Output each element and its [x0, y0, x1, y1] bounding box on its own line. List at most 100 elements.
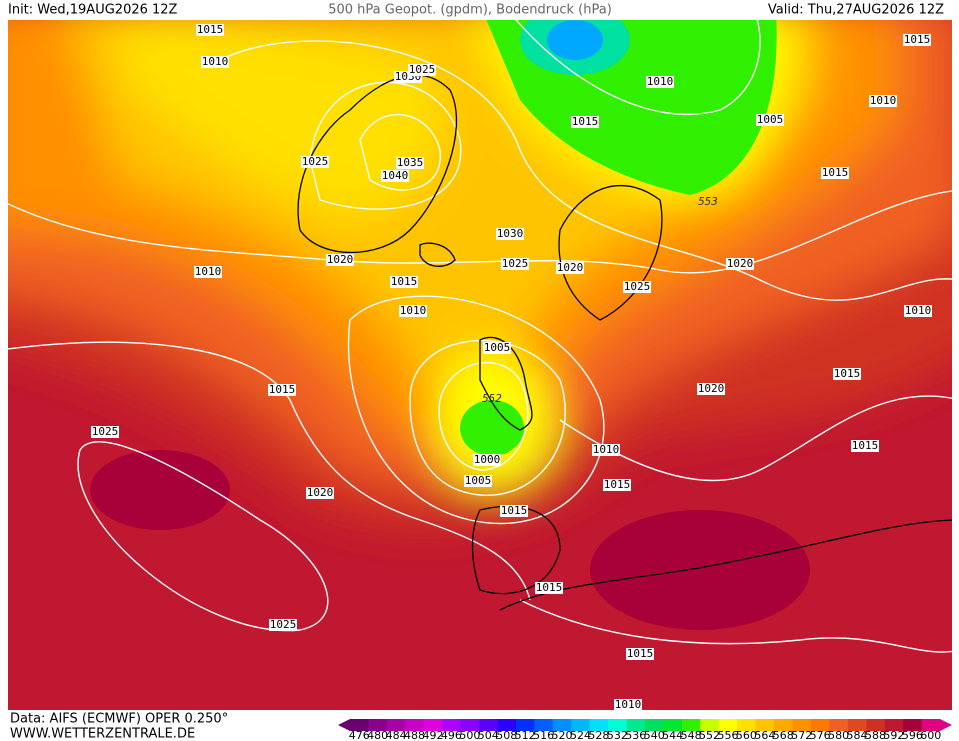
colorbar-label: 480 — [367, 729, 388, 741]
colorbar-label: 572 — [791, 729, 812, 741]
isobar — [359, 113, 441, 191]
label-box — [464, 475, 492, 487]
colorbar-label: 568 — [773, 729, 794, 741]
colorbar-cell — [737, 719, 757, 731]
label-box — [592, 444, 620, 456]
colorbar-label: 492 — [422, 729, 443, 741]
colorbar-cell — [589, 719, 609, 731]
isobar-label: 1015 — [852, 439, 879, 452]
label-box — [301, 156, 329, 168]
label-box — [396, 157, 424, 169]
isobar-label: 1015 — [834, 367, 861, 380]
label-box — [306, 487, 334, 499]
isobar-label: 1015 — [627, 647, 654, 660]
isobar-label: 1020 — [698, 382, 725, 395]
isobar-label: 1025 — [302, 155, 329, 168]
colorbar-label: 520 — [552, 729, 573, 741]
label-box — [697, 383, 725, 395]
isobar-label: 1015 — [572, 115, 599, 128]
isobar — [438, 361, 529, 471]
colorbar-cell — [350, 719, 369, 731]
isobar-label: 1010 — [647, 75, 674, 88]
isobar-label: 1025 — [92, 425, 119, 438]
label-box — [614, 699, 642, 710]
isobar-label: 1010 — [905, 304, 932, 317]
colorbar-label: 584 — [847, 729, 868, 741]
colorbar-label: 524 — [570, 729, 591, 741]
colorbar-cell — [866, 719, 886, 731]
colorbar-cell — [534, 719, 554, 731]
isobar-label: 1015 — [501, 504, 528, 517]
isobar-label: 553 — [698, 195, 718, 208]
label-box — [603, 479, 631, 491]
isobar-label: 1020 — [307, 486, 334, 499]
isobar-label: 1005 — [757, 113, 784, 126]
label-box — [390, 276, 418, 288]
colorbar-cell — [460, 719, 480, 731]
colorbar-label: 532 — [607, 729, 628, 741]
colorbar-cell — [405, 719, 425, 731]
colorbar-cell — [626, 719, 646, 731]
isobar — [409, 339, 566, 496]
colorbar-label: 504 — [478, 729, 499, 741]
scandinavia — [558, 184, 663, 321]
colorbar-cell — [847, 719, 867, 731]
label-box — [904, 305, 932, 317]
colorbar-label: 592 — [883, 729, 904, 741]
isobar-label: 1015 — [269, 383, 296, 396]
label-box — [571, 116, 599, 128]
label-box — [903, 34, 931, 46]
label-box — [821, 167, 849, 179]
colorbar-label: 552 — [699, 729, 720, 741]
isobar-label: 1035 — [397, 156, 424, 169]
colorbar-label: 556 — [717, 729, 738, 741]
colorbar-cell — [810, 719, 830, 731]
isobar — [8, 341, 531, 601]
colorbar-label: 560 — [736, 729, 757, 741]
label-box — [473, 454, 501, 466]
greenland — [297, 74, 458, 254]
isobar-label: 1005 — [484, 341, 511, 354]
isobar-label: 1015 — [536, 581, 563, 594]
label-box — [535, 582, 563, 594]
field-green — [460, 400, 524, 456]
isobar-label: 1010 — [870, 94, 897, 107]
colorbar-arrow — [338, 719, 350, 731]
colorbar-cell — [921, 719, 941, 731]
colorbar-label: 476 — [349, 729, 370, 741]
field-band — [120, 20, 443, 220]
coastlines — [297, 74, 952, 611]
colorbar-cell — [755, 719, 775, 731]
isobar-label: 1025 — [502, 257, 529, 270]
label-box — [726, 258, 754, 270]
label-box — [623, 281, 651, 293]
init-time: Init: Wed,19AUG2026 12Z — [8, 3, 178, 18]
label-box — [326, 254, 354, 266]
label-box — [556, 262, 584, 274]
colorbar-cell — [423, 719, 443, 731]
isobar-label: 1010 — [195, 265, 222, 278]
colorbar-cell — [700, 719, 720, 731]
isobar-label: 1010 — [400, 304, 427, 317]
label-box — [756, 114, 784, 126]
label-box — [626, 648, 654, 660]
colorbar-cell — [442, 719, 462, 731]
isobar-label: 1010 — [615, 698, 642, 711]
isobar-label: 1030 — [497, 227, 524, 240]
colorbar-cell — [608, 719, 628, 731]
label-box — [91, 426, 119, 438]
isobar-label: 1015 — [822, 166, 849, 179]
colorbar-label: 580 — [828, 729, 849, 741]
label-box — [268, 384, 296, 396]
colorbar-cell — [386, 719, 406, 731]
isobar-label: 1025 — [270, 618, 297, 631]
colorbar-label: 564 — [754, 729, 775, 741]
isobar-label: 1015 — [604, 478, 631, 491]
colorbar-cell — [645, 719, 664, 731]
label-box — [501, 258, 529, 270]
data-source: Data: AIFS (ECMWF) OPER 0.250° — [10, 712, 228, 727]
field-high — [90, 450, 230, 530]
isobar-label: 1020 — [327, 253, 354, 266]
colorbar-label: 600 — [920, 729, 941, 741]
colorbar-cell — [903, 719, 923, 731]
